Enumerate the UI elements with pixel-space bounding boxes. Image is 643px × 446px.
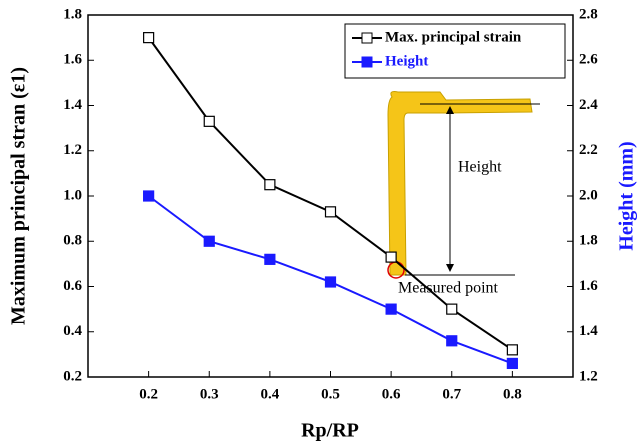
y-tick-label: 1.6 bbox=[63, 52, 82, 68]
x-tick-label: 0.3 bbox=[200, 386, 219, 402]
y-tick-label: 0.8 bbox=[63, 233, 82, 249]
y-tick-label: 0.4 bbox=[63, 323, 82, 339]
y2-tick-label: 2.2 bbox=[579, 142, 598, 158]
y2-tick-label: 1.8 bbox=[579, 233, 598, 249]
data-point bbox=[143, 32, 155, 44]
y2-axis-label: Height (mm) bbox=[616, 141, 638, 250]
data-point bbox=[385, 251, 397, 263]
data-point bbox=[446, 335, 458, 347]
y2-tick-label: 1.2 bbox=[579, 368, 598, 384]
x-tick-label: 0.5 bbox=[321, 386, 340, 402]
y2-tick-label: 1.6 bbox=[579, 278, 598, 294]
y2-tick-label: 2.6 bbox=[579, 52, 598, 68]
y-tick-label: 0.2 bbox=[63, 368, 82, 384]
series-line bbox=[147, 37, 513, 351]
data-point bbox=[324, 206, 337, 218]
y2-tick-label: 2.0 bbox=[579, 187, 598, 203]
data-point bbox=[506, 344, 518, 356]
data-point bbox=[446, 303, 458, 315]
legend-marker bbox=[361, 32, 373, 44]
y-tick-label: 1.2 bbox=[63, 142, 82, 158]
legend-box bbox=[344, 23, 566, 79]
y-tick-label: 1.8 bbox=[63, 6, 82, 22]
data-point bbox=[264, 179, 276, 191]
inset-diagram: Height Measured point bbox=[387, 91, 540, 297]
y-tick-label: 0.6 bbox=[63, 278, 82, 294]
x-axis-label: Rp/RP bbox=[301, 420, 359, 442]
y-tick-label: 1.0 bbox=[63, 187, 82, 203]
data-point bbox=[264, 253, 276, 265]
x-tick-label: 0.8 bbox=[503, 386, 522, 402]
data-point bbox=[506, 357, 518, 370]
y-tick-label: 1.4 bbox=[63, 97, 82, 113]
legend-label: Height bbox=[385, 53, 428, 69]
y2-tick-label: 1.4 bbox=[579, 323, 598, 339]
legend-label: Max. principal strain bbox=[385, 29, 522, 45]
annotation: Height bbox=[458, 159, 502, 176]
data-point bbox=[203, 235, 215, 247]
annotation: Measured point bbox=[398, 280, 499, 297]
data-point bbox=[143, 190, 155, 202]
x-tick-label: 0.7 bbox=[442, 386, 461, 402]
y2-tick-label: 2.8 bbox=[579, 6, 598, 22]
y-axis-label: Maximum principal stran (ε1) bbox=[8, 67, 30, 325]
data-point bbox=[385, 303, 397, 315]
data-point bbox=[324, 276, 337, 288]
x-tick-label: 0.6 bbox=[382, 386, 401, 402]
x-tick-label: 0.2 bbox=[139, 386, 158, 402]
legend-marker bbox=[361, 56, 373, 68]
x-tick-label: 0.4 bbox=[261, 386, 280, 402]
profile-shape bbox=[387, 91, 533, 276]
data-point bbox=[203, 115, 215, 127]
y2-tick-label: 2.4 bbox=[579, 97, 598, 113]
